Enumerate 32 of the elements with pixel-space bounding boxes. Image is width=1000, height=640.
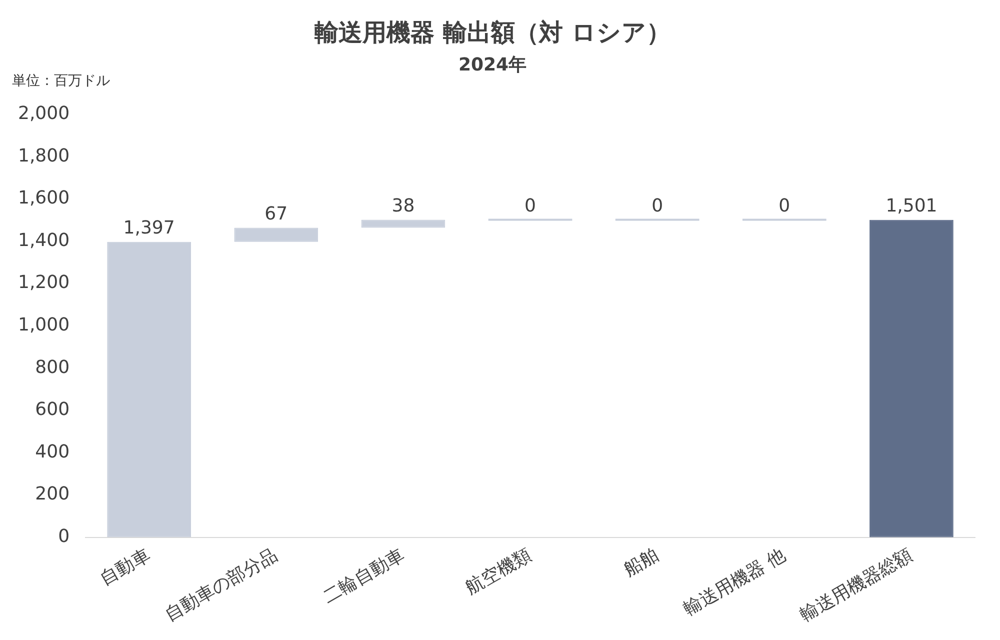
y-tick-label: 1,000 [18, 314, 70, 336]
data-label: 0 [524, 195, 536, 216]
x-tick-label: 輸送用機器 他 [680, 544, 790, 620]
bar [361, 220, 446, 228]
x-tick-label: 船舶 [620, 544, 662, 582]
data-label: 1,501 [886, 196, 938, 217]
data-label: 1,397 [123, 218, 175, 239]
text: 単位：百万ドル [12, 72, 110, 90]
data-label: 67 [264, 203, 288, 224]
x-tick-label: 二輪自動車 [320, 544, 408, 608]
x-tick-label: 航空機類 [462, 544, 536, 600]
data-label: 38 [392, 195, 415, 216]
y-tick-label: 1,600 [18, 188, 70, 209]
y-tick-label: 200 [35, 484, 70, 505]
y-tick-label: 2,000 [18, 103, 70, 124]
chart-title: 輸送用機器 輸出額（対 ロシア） [314, 18, 670, 47]
bar [234, 228, 318, 242]
y-tick-label: 400 [35, 441, 70, 462]
y-tick-label: 1,400 [18, 230, 70, 251]
y-tick-label: 1,200 [18, 272, 70, 294]
x-tick-label: 自動車の部分品 [161, 544, 281, 626]
y-tick-label: 600 [35, 399, 70, 420]
x-tick-label: 自動車 [96, 544, 154, 590]
y-tick-label: 1,800 [18, 145, 70, 166]
chart-subtitle: 2024年 [458, 54, 527, 76]
y-tick-label: 800 [35, 356, 70, 378]
bar [107, 242, 191, 538]
data-label: 0 [652, 195, 664, 216]
x-tick-label: 輸送用機器総額 [796, 544, 916, 626]
data-label: 0 [778, 195, 790, 216]
y-tick-label: 0 [58, 526, 70, 547]
bar [870, 220, 954, 538]
